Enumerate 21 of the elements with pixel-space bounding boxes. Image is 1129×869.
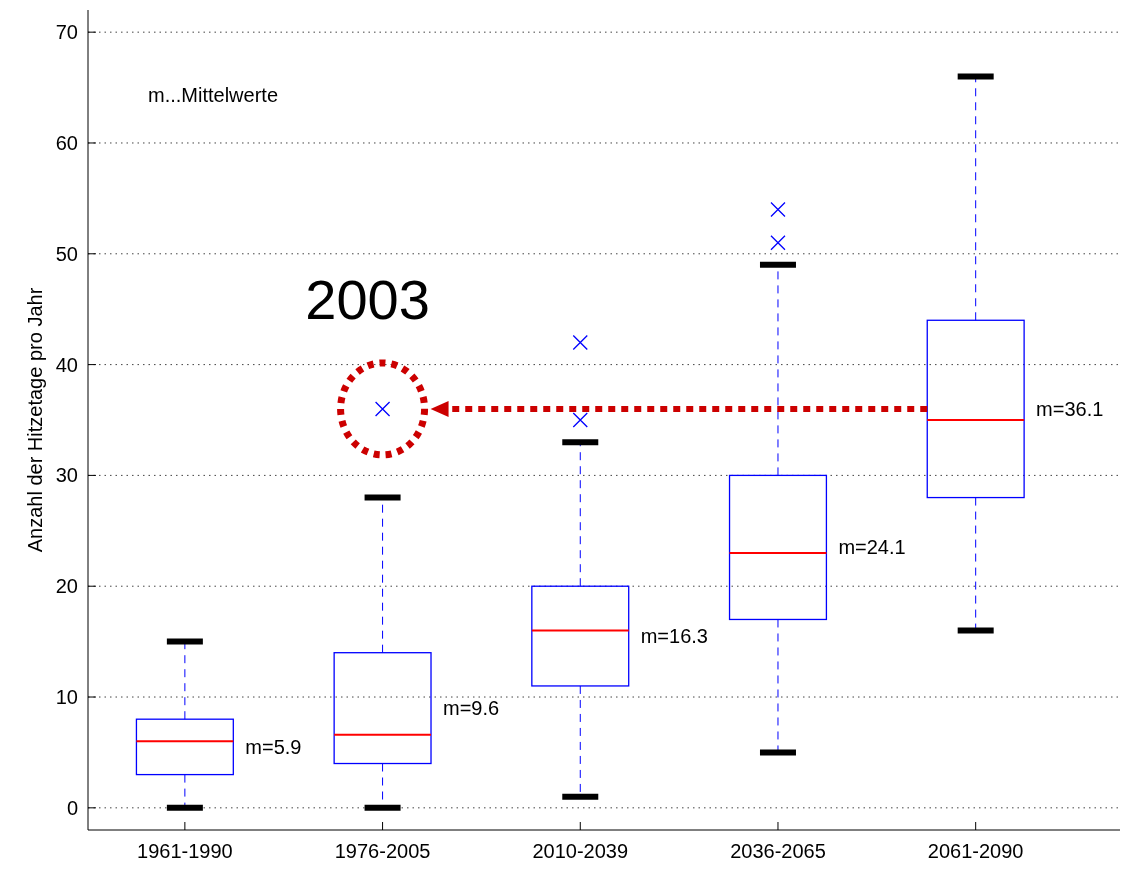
annotation: m=24.1 [838, 536, 906, 559]
y-tick-label: 60 [55, 131, 78, 154]
x-tick-label: 1976-2005 [334, 840, 431, 862]
y-tick-label: 30 [55, 464, 78, 487]
y-axis-title: Anzahl der Hitzetage pro Jahr [24, 287, 46, 553]
annotation: 2003 [305, 267, 430, 331]
annotation: m...Mittelwerte [148, 84, 279, 106]
y-tick-label: 40 [55, 353, 78, 376]
y-tick-label: 0 [66, 796, 78, 819]
y-tick-label: 70 [55, 21, 78, 44]
y-tick-label: 50 [55, 242, 78, 265]
annotation: m=16.3 [640, 625, 708, 648]
y-tick-label: 20 [55, 575, 78, 598]
annotation: m=9.6 [443, 697, 500, 720]
y-tick-label: 10 [55, 686, 78, 709]
annotation: m=36.1 [1036, 397, 1104, 420]
x-tick-label: 2010-2039 [532, 840, 629, 862]
x-tick-label: 1961-1990 [137, 840, 233, 862]
x-tick-label: 2061-2090 [927, 840, 1024, 862]
x-tick-label: 2036-2065 [730, 840, 826, 862]
annotation: m=5.9 [245, 735, 302, 758]
